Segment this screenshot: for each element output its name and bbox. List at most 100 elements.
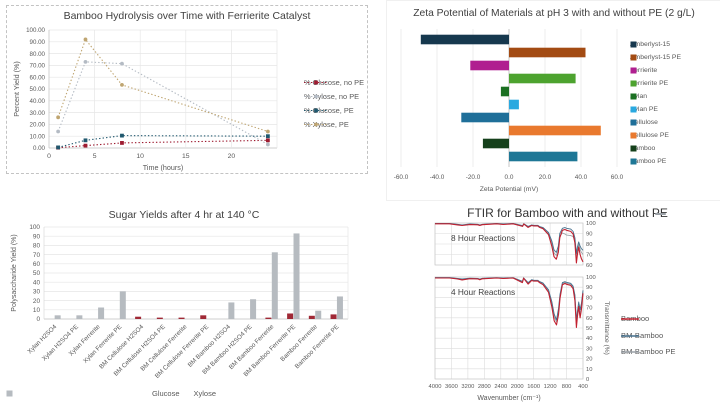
legend-label: Glucose <box>151 389 180 398</box>
ftir-chart-title: FTIR for Bamboo with and without PE <box>467 206 668 220</box>
legend-swatch <box>630 106 637 113</box>
y-tick-label: 50 <box>586 326 592 332</box>
x-tick-label: 60.0 <box>611 174 624 181</box>
bar-xylose <box>76 315 83 319</box>
legend-swatch <box>304 94 329 99</box>
x-tick-label: -20.0 <box>466 174 481 181</box>
y-tick-label: 30.00 <box>30 110 46 117</box>
bar-glucose <box>330 314 337 319</box>
bar-glucose <box>265 317 272 319</box>
y-tick-label: 60 <box>33 261 41 268</box>
panel-zeta-chart: Zeta Potential of Materials at pH 3 with… <box>386 0 720 201</box>
y-tick-label: 100 <box>586 275 596 281</box>
gridlines <box>48 29 278 149</box>
legend-label: % Xylose, no PE <box>304 92 360 101</box>
legend-swatch <box>6 390 13 397</box>
y-tick-label: 60 <box>586 263 592 269</box>
series-glucose-pe <box>56 133 270 150</box>
legend-swatch <box>304 80 329 85</box>
subplot-8-hour-reactions: 100 90 80 70 60 8 Hour Reactions <box>434 221 596 269</box>
x-tick-label: 3200 <box>461 384 474 390</box>
legend-item-bamboo-pe: Bamboo PE <box>630 158 681 165</box>
legend-swatch <box>621 334 639 337</box>
x-axis-title: Zeta Potential (mV) <box>480 186 539 193</box>
bar-xylan-pe <box>509 99 519 110</box>
bar-xylose <box>98 307 105 319</box>
x-tick-label: 800 <box>562 384 572 390</box>
data-point-marker <box>56 115 61 120</box>
ftir-legend: Bamboo BM-Bamboo BM-Bamboo PE <box>621 314 675 357</box>
y-tick-label: 10 <box>33 307 41 314</box>
spectrum-bm-bamboo <box>435 222 584 254</box>
legend-label: Xylan <box>630 93 648 100</box>
legend-swatch <box>621 351 639 354</box>
spectrum-bamboo <box>435 223 584 264</box>
data-point-marker <box>120 82 124 87</box>
x-axis-title: Wavenumber (cm⁻¹) <box>477 395 540 402</box>
y-tick-label: 40.00 <box>30 98 46 105</box>
bar-ferrierite <box>470 60 509 71</box>
bar-bamboo <box>482 138 509 149</box>
subplot-label: 8 Hour Reactions <box>451 233 515 243</box>
y-tick-label: 10 <box>586 367 592 373</box>
x-tick-label: 4000 <box>429 384 442 390</box>
legend-label: Ferrierite PE <box>630 80 669 87</box>
y-tick-label: 90.00 <box>30 39 46 46</box>
subplot-label: 4 Hour Reactions <box>451 287 515 297</box>
bar-bamboo-pe <box>509 151 578 162</box>
bars <box>54 233 343 319</box>
y-tick-label: 100 <box>29 224 40 231</box>
legend-item-glucose: Glucose <box>6 389 180 398</box>
y-tick-label: 90 <box>586 232 592 238</box>
gridlines <box>434 222 584 266</box>
y-tick-label: 70 <box>33 252 41 259</box>
legend-swatch <box>630 41 637 48</box>
y-tick-label: 90 <box>33 233 41 240</box>
legend-item-xylose-pe: % Xylose, PE <box>304 120 364 129</box>
y-tick-label: 80.00 <box>30 51 46 58</box>
legend-swatch <box>630 145 637 152</box>
legend-label: Amberlyst-15 PE <box>630 54 681 61</box>
x-tick-label: 0.0 <box>505 174 514 181</box>
data-point-marker <box>265 142 270 147</box>
data-point-marker <box>265 134 270 139</box>
sugar-chart-title: Sugar Yields after 4 hr at 140 °C <box>108 209 260 221</box>
legend-item-cellulose: Cellulose <box>630 119 681 126</box>
legend-swatch <box>630 119 637 126</box>
x-tick-label: 40.0 <box>575 174 588 181</box>
zeta-plot-area: -60.0 -40.0 -20.0 0.0 20.0 40.0 60.0 Zeta Poten… <box>394 29 624 193</box>
bar-glucose <box>287 313 294 319</box>
x-tick-label: 15 <box>182 153 190 160</box>
y-tick-label: 10.00 <box>30 133 46 140</box>
legend-item-bm-bamboo: BM-Bamboo <box>621 331 675 341</box>
gridlines <box>43 226 349 320</box>
legend-item-bamboo: Bamboo <box>630 145 681 152</box>
data-point-marker <box>56 129 61 134</box>
data-point-marker <box>83 59 88 64</box>
y-tick-label: 70 <box>586 253 592 259</box>
legend-swatch <box>630 54 637 61</box>
y-tick-label: 60.00 <box>30 74 46 81</box>
x-tick-label: 10 <box>136 153 144 160</box>
x-tick-label: 0 <box>47 153 51 160</box>
hydrolysis-chart-title: Bamboo Hydrolysis over Time with Ferrier… <box>63 10 311 22</box>
y-axis-title: Polysaccharide Yield (%) <box>11 234 18 311</box>
bar-amberlyst-15 <box>420 34 509 45</box>
panel-hydrolysis-chart: Bamboo Hydrolysis over Time with Ferrier… <box>6 5 368 174</box>
data-point-marker <box>265 129 270 134</box>
bar-cellulose-pe <box>509 125 601 136</box>
bar-amberlyst-15-pe <box>509 47 586 58</box>
legend-label: Cellulose PE <box>630 132 669 139</box>
y-tick-label: 0.00 <box>33 145 46 152</box>
legend-swatch <box>621 318 639 320</box>
legend-swatch <box>304 108 329 113</box>
bar-glucose <box>156 317 163 319</box>
legend-item-glucose-no-pe: % Glucose, no PE <box>304 78 364 87</box>
bar-xylose <box>336 296 343 319</box>
y-tick-label: 100 <box>586 221 596 227</box>
y-tick-label: 90 <box>586 285 592 291</box>
data-point-marker <box>265 138 270 143</box>
y-tick-label: 80 <box>586 242 592 248</box>
series-xylose-pe <box>56 37 270 134</box>
